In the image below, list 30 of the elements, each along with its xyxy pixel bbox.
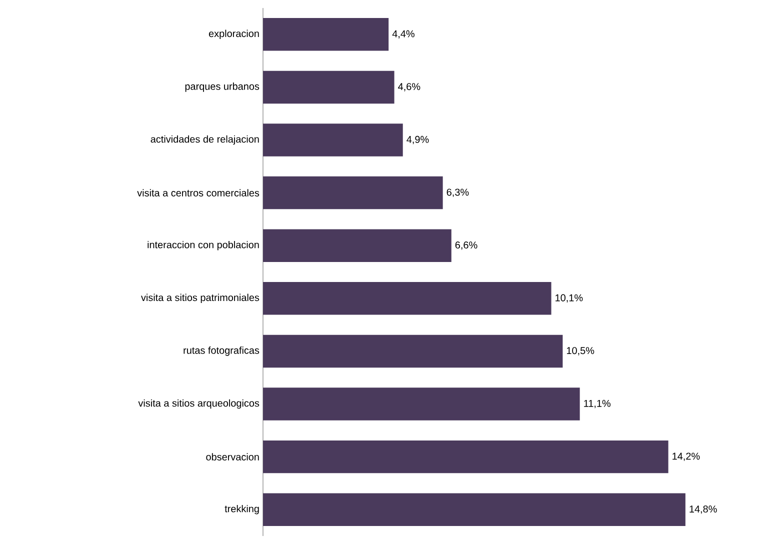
bar (263, 334, 563, 368)
bar (263, 440, 668, 474)
data-label: 10,5% (566, 347, 594, 356)
y-tick-label: visita a sitios patrimoniales (141, 294, 260, 304)
data-label: 10,1% (556, 294, 583, 303)
y-tick-label: interaccion con poblacion (148, 240, 259, 250)
y-tick-label: visita a sitios arqueologicos (138, 399, 260, 409)
bar (263, 282, 552, 315)
data-label: 6,3% (446, 188, 469, 197)
bar (263, 229, 452, 262)
bar (263, 388, 580, 420)
y-tick-label: parques urbanos (185, 82, 260, 92)
data-label: 14,2% (672, 452, 700, 461)
y-tick-label: trekking (224, 504, 259, 514)
bar (263, 70, 394, 104)
data-label: 11,1% (584, 400, 611, 408)
bar (263, 18, 389, 51)
data-label: 6,6% (455, 241, 478, 250)
data-label: 4,6% (398, 83, 420, 92)
y-tick-label: actividades de relajacion (150, 135, 259, 145)
data-label: 14,8% (690, 505, 717, 514)
y-tick-label: visita a centros comerciales (137, 189, 260, 196)
data-label: 4,9% (406, 136, 429, 144)
bar (263, 124, 403, 156)
bar (263, 176, 443, 210)
data-label: 4,4% (392, 30, 414, 38)
y-tick-label: observacion (206, 453, 259, 460)
bar (263, 493, 686, 526)
y-tick-label: exploracion (208, 30, 259, 40)
y-tick-label: rutas fotograficas (184, 346, 260, 356)
